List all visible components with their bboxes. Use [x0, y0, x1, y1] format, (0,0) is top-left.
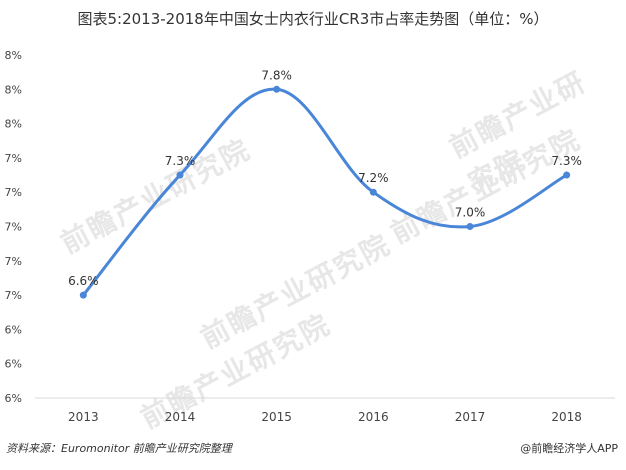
- data-label: 7.2%: [358, 171, 389, 185]
- data-label: 7.3%: [165, 154, 196, 168]
- series-line: [82, 87, 568, 297]
- source-note: 资料来源：Euromonitor 前瞻产业研究院整理: [6, 442, 232, 455]
- x-tick-label: 2016: [358, 410, 389, 424]
- data-label: 7.3%: [551, 154, 582, 168]
- x-axis-ticks: 2013 2014 2015 2016 2017 2018: [68, 410, 582, 424]
- data-label: 7.0%: [455, 206, 486, 220]
- data-point: [79, 291, 87, 299]
- y-tick-label: 7%: [5, 289, 22, 302]
- y-tick-label: 7%: [5, 186, 22, 199]
- data-points: [79, 85, 571, 299]
- x-tick-label: 2018: [551, 410, 582, 424]
- chart-title: 图表5:2013-2018年中国女士内衣行业CR3市占率走势图（单位：%）: [77, 10, 549, 28]
- brand-note: @前瞻经济学人APP: [520, 442, 618, 455]
- data-point: [369, 188, 377, 196]
- y-tick-label: 7%: [5, 255, 22, 268]
- y-tick-label: 6%: [5, 392, 22, 405]
- data-point: [273, 85, 281, 93]
- data-label: 7.8%: [261, 68, 292, 82]
- x-tick-label: 2014: [165, 410, 196, 424]
- data-point: [176, 171, 184, 179]
- y-tick-label: 7%: [5, 221, 22, 234]
- data-point: [466, 223, 474, 230]
- x-tick-label: 2015: [261, 410, 292, 424]
- y-tick-label: 8%: [5, 49, 22, 62]
- y-tick-label: 8%: [5, 83, 22, 96]
- y-tick-label: 7%: [5, 152, 22, 165]
- y-tick-label: 6%: [5, 323, 22, 336]
- data-point: [563, 171, 571, 179]
- data-labels: 6.6% 7.3% 7.8% 7.2% 7.0% 7.3%: [68, 68, 582, 288]
- x-tick-label: 2017: [455, 410, 486, 424]
- data-label: 6.6%: [68, 274, 99, 288]
- x-tick-label: 2013: [68, 410, 99, 424]
- y-tick-label: 6%: [5, 358, 22, 371]
- y-tick-label: 8%: [5, 118, 22, 131]
- y-axis-ticks: 8% 8% 8% 7% 7% 7% 7% 7% 6% 6% 6%: [5, 49, 22, 405]
